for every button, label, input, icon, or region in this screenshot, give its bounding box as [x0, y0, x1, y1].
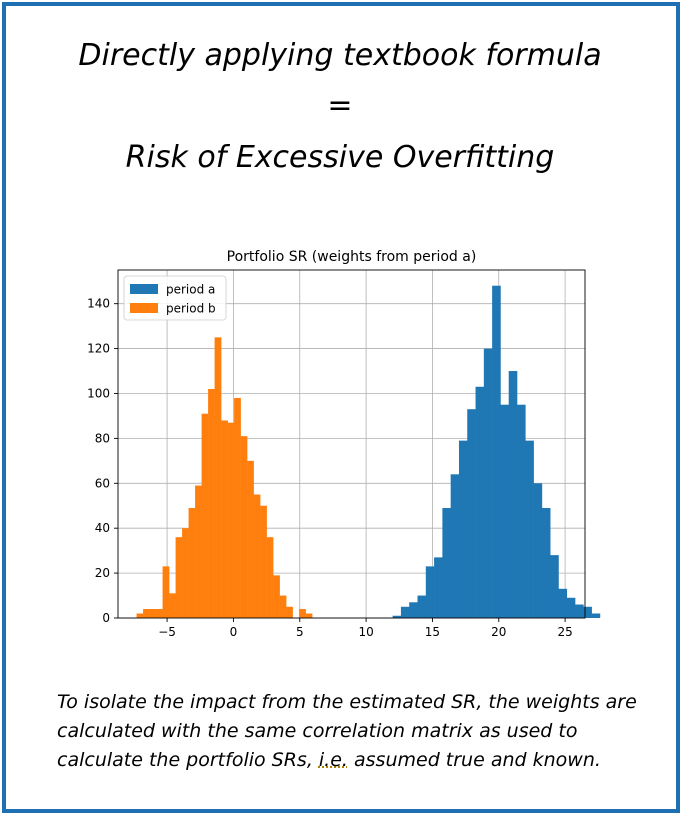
bar-period-b	[299, 609, 306, 618]
x-tick-label: 25	[557, 625, 572, 639]
bar-period-b	[169, 593, 176, 618]
bar-period-a	[400, 606, 410, 618]
bar-period-a	[392, 615, 402, 618]
bar-period-a	[492, 285, 501, 618]
bar-period-a	[467, 409, 476, 618]
y-tick-label: 80	[95, 431, 110, 445]
histogram-chart: −5 0 5 10 15 20 25 0 20 40 60 80 100 120 140 Portfolio …	[87, 249, 601, 639]
caption-part-1: To isolate the impact from the estimated…	[57, 691, 637, 771]
bar-period-a	[450, 474, 460, 618]
bar-period-a	[475, 386, 485, 618]
bar-period-b	[143, 609, 150, 618]
bar-period-a	[583, 606, 592, 618]
y-tick-label: 20	[95, 566, 110, 580]
bar-period-b	[234, 397, 241, 618]
x-tick-label: 15	[425, 625, 440, 639]
bar-period-b	[214, 337, 222, 618]
bar-period-b	[266, 537, 274, 618]
caption-ie: i.e.	[318, 749, 348, 771]
slide-title-line-3: Risk of Excessive Overfitting	[125, 140, 555, 175]
bar-period-a	[425, 566, 435, 618]
chart-title: Portfolio SR (weights from period a)	[227, 249, 477, 265]
bar-period-a	[566, 597, 576, 618]
bar-period-b	[182, 528, 189, 618]
bar-period-a	[458, 440, 468, 618]
bar-period-b	[260, 505, 267, 618]
x-tick-label: 0	[230, 625, 238, 639]
bar-period-a	[533, 483, 543, 618]
x-tick-label: 10	[358, 625, 373, 639]
y-tick-label: 140	[87, 297, 110, 311]
caption-part-2: assumed true and known.	[347, 749, 601, 771]
legend-label-period-a: period a	[166, 283, 215, 297]
bar-period-a	[591, 613, 601, 618]
legend-label-period-b: period b	[166, 302, 216, 316]
bar-period-b	[273, 575, 280, 618]
bar-period-a	[417, 595, 427, 618]
legend-swatch-period-b	[130, 303, 158, 313]
bar-period-b	[240, 436, 248, 618]
bar-period-b	[221, 420, 228, 618]
bar-period-b	[149, 609, 157, 618]
y-tick-label: 60	[95, 476, 110, 490]
bar-period-a	[442, 507, 451, 618]
bar-period-b	[162, 566, 170, 618]
x-tick-label: −5	[158, 625, 176, 639]
bar-period-a	[483, 348, 493, 618]
bar-period-b	[175, 537, 183, 618]
x-tick-label: 20	[491, 625, 506, 639]
y-tick-label: 100	[87, 386, 110, 400]
legend-swatch-period-a	[130, 284, 158, 294]
bar-period-a	[434, 557, 443, 618]
bar-period-b	[136, 613, 144, 618]
bar-period-b	[227, 422, 235, 618]
bar-period-b	[156, 609, 163, 618]
bar-period-b	[188, 507, 196, 618]
caption-text: To isolate the impact from the estimated…	[57, 688, 657, 775]
y-tick-label: 0	[102, 611, 110, 625]
y-tick-label: 40	[95, 521, 110, 535]
bar-period-a	[517, 404, 526, 618]
x-tick-label: 5	[296, 625, 304, 639]
plot-frame	[117, 269, 586, 619]
bar-period-b	[286, 606, 293, 618]
bar-period-b	[279, 595, 287, 618]
bar-period-b	[253, 494, 261, 618]
bar-period-b	[305, 613, 313, 618]
bar-period-a	[508, 371, 518, 618]
bar-period-a	[541, 507, 551, 618]
bar-period-b	[208, 388, 215, 618]
slide-title-line-1: Directly applying textbook formula	[78, 38, 602, 73]
bar-period-a	[575, 604, 584, 618]
bar-period-a	[409, 602, 418, 618]
bar-period-a	[525, 440, 534, 618]
bar-period-a	[558, 588, 568, 618]
slide-title-equals: =	[327, 88, 353, 123]
bar-period-b	[195, 485, 202, 618]
bar-period-b	[247, 460, 254, 618]
bar-period-a	[550, 555, 559, 618]
y-tick-label: 120	[87, 342, 110, 356]
bar-period-b	[201, 413, 209, 618]
bar-period-a	[500, 404, 510, 618]
